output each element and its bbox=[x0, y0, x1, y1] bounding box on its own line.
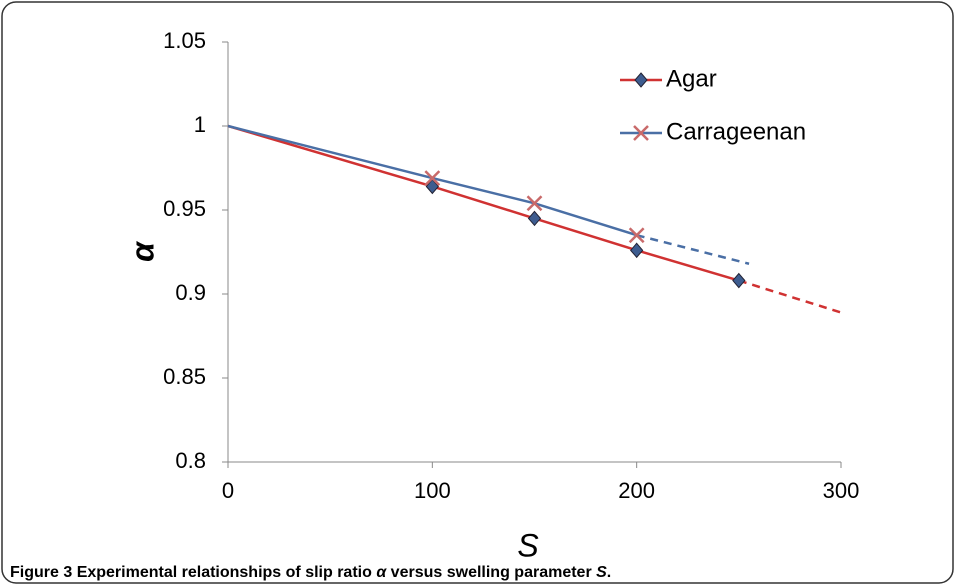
marker bbox=[634, 72, 648, 88]
x-tick-label: 300 bbox=[823, 478, 860, 503]
series-line bbox=[227, 124, 638, 237]
caption: Figure 3 Experimental relationships of s… bbox=[10, 564, 611, 581]
caption-text: Experimental relationships of slip ratio bbox=[77, 564, 377, 581]
marker bbox=[425, 178, 439, 195]
x-axis-label: S bbox=[517, 527, 538, 563]
caption-label: Figure 3 bbox=[10, 564, 72, 581]
series-extension bbox=[738, 279, 842, 314]
x-tick-label: 100 bbox=[414, 478, 451, 503]
y-tick-label: 1.05 bbox=[163, 28, 206, 53]
marker bbox=[633, 125, 649, 141]
caption-text: . bbox=[607, 564, 611, 581]
legend-label: Agar bbox=[666, 65, 717, 92]
marker bbox=[732, 272, 746, 289]
x-tick-label: 0 bbox=[222, 478, 234, 503]
caption-text: α bbox=[376, 564, 387, 581]
y-tick-label: 0.9 bbox=[175, 280, 206, 305]
y-tick-label: 0.95 bbox=[163, 196, 206, 221]
marker bbox=[424, 170, 441, 186]
marker bbox=[628, 227, 645, 244]
y-tick-label: 0.8 bbox=[175, 448, 206, 473]
caption-text: versus swelling parameter bbox=[386, 564, 596, 581]
y-tick-label: 0.85 bbox=[163, 364, 206, 389]
x-tick-label: 200 bbox=[618, 478, 655, 503]
marker bbox=[630, 242, 644, 259]
marker bbox=[526, 195, 543, 212]
legend-label: Carrageenan bbox=[666, 118, 806, 145]
y-axis-label: α bbox=[124, 241, 160, 262]
y-tick-label: 1 bbox=[194, 112, 206, 137]
marker bbox=[527, 210, 542, 227]
caption-text: S bbox=[596, 564, 607, 581]
series-extension bbox=[636, 233, 750, 265]
